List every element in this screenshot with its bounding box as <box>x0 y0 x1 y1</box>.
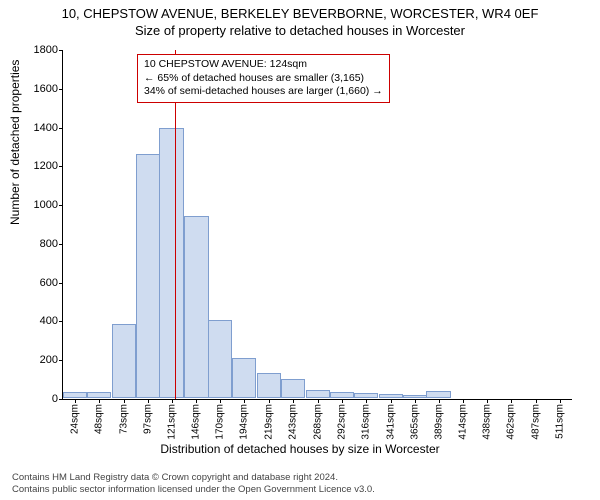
y-tick-label: 1400 <box>18 122 58 134</box>
x-tick-label: 97sqm <box>142 404 153 434</box>
histogram-bar <box>281 379 305 398</box>
x-tick-label: 48sqm <box>93 404 104 434</box>
histogram-bar <box>63 392 87 398</box>
chart-container: 10, CHEPSTOW AVENUE, BERKELEY BEVERBORNE… <box>0 0 600 500</box>
x-tick-label: 389sqm <box>433 404 444 440</box>
y-tick-label: 1200 <box>18 160 58 172</box>
y-tick-label: 1600 <box>18 83 58 95</box>
histogram-bar <box>306 390 330 398</box>
y-tick-label: 0 <box>18 393 58 405</box>
footer-attribution: Contains HM Land Registry data © Crown c… <box>12 472 375 496</box>
x-tick-label: 414sqm <box>458 404 469 440</box>
y-tick-label: 400 <box>18 315 58 327</box>
footer-line-2: Contains public sector information licen… <box>12 484 375 496</box>
histogram-bar <box>184 216 208 398</box>
histogram-bar <box>208 320 232 398</box>
annotation-box: 10 CHEPSTOW AVENUE: 124sqm← 65% of detac… <box>137 54 390 103</box>
title-line-1: 10, CHEPSTOW AVENUE, BERKELEY BEVERBORNE… <box>0 0 600 21</box>
x-tick-label: 219sqm <box>264 404 275 440</box>
footer-line-1: Contains HM Land Registry data © Crown c… <box>12 472 375 484</box>
y-tick-label: 200 <box>18 354 58 366</box>
x-tick-label: 487sqm <box>531 404 542 440</box>
histogram-bar <box>159 128 183 398</box>
x-tick-label: 268sqm <box>312 404 323 440</box>
x-tick-label: 24sqm <box>69 404 80 434</box>
histogram-bar <box>112 324 136 398</box>
y-tick-label: 1000 <box>18 199 58 211</box>
x-tick-label: 194sqm <box>239 404 250 440</box>
x-tick-label: 341sqm <box>385 404 396 440</box>
x-tick-label: 121sqm <box>166 404 177 440</box>
histogram-bar <box>232 358 256 398</box>
histogram-bar <box>87 392 111 398</box>
x-tick-label: 316sqm <box>360 404 371 440</box>
title-line-2: Size of property relative to detached ho… <box>0 21 600 38</box>
histogram-bar <box>426 391 450 398</box>
histogram-bar <box>136 154 160 398</box>
x-tick-label: 73sqm <box>118 404 129 434</box>
x-tick-label: 292sqm <box>336 404 347 440</box>
x-tick-label: 170sqm <box>215 404 226 440</box>
x-tick-label: 462sqm <box>506 404 517 440</box>
histogram-bar <box>257 373 281 398</box>
y-tick-label: 1800 <box>18 44 58 56</box>
annotation-line-3: 34% of semi-detached houses are larger (… <box>144 85 383 99</box>
y-tick-label: 600 <box>18 277 58 289</box>
y-tick-label: 800 <box>18 238 58 250</box>
annotation-line-1: 10 CHEPSTOW AVENUE: 124sqm <box>144 58 383 72</box>
x-tick-label: 243sqm <box>288 404 299 440</box>
histogram-bar <box>354 393 378 398</box>
plot-area: 02004006008001000120014001600180024sqm48… <box>62 50 572 400</box>
x-tick-label: 438sqm <box>482 404 493 440</box>
x-tick-label: 511sqm <box>555 404 566 439</box>
histogram-bar <box>379 394 403 398</box>
x-axis-label: Distribution of detached houses by size … <box>0 442 600 456</box>
x-tick-label: 365sqm <box>409 404 420 440</box>
histogram-bar <box>403 395 427 398</box>
annotation-line-2: ← 65% of detached houses are smaller (3,… <box>144 72 383 86</box>
x-tick-label: 146sqm <box>191 404 202 440</box>
histogram-bar <box>330 392 354 398</box>
